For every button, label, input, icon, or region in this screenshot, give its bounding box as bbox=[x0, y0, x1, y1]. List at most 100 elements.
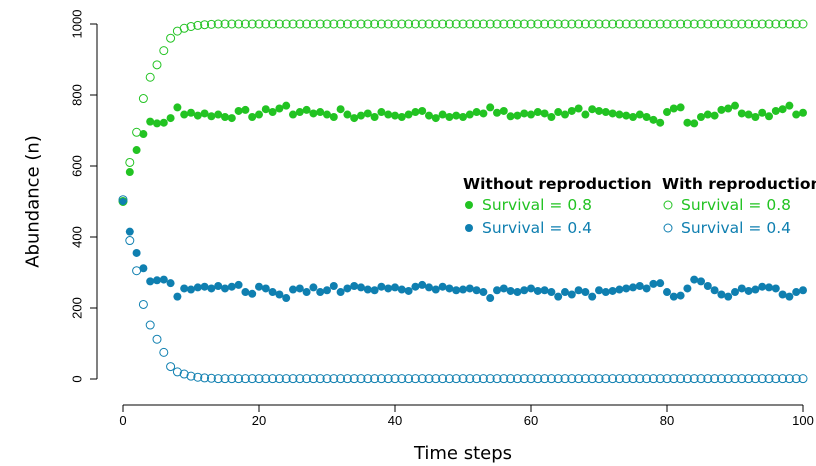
data-point bbox=[180, 284, 189, 293]
data-point bbox=[363, 19, 373, 29]
data-point bbox=[506, 286, 515, 295]
data-point bbox=[431, 19, 441, 29]
data-point bbox=[567, 374, 577, 384]
data-point bbox=[254, 374, 264, 384]
data-point bbox=[418, 106, 427, 115]
data-point bbox=[411, 282, 420, 291]
data-point bbox=[655, 374, 665, 384]
data-point bbox=[417, 374, 427, 384]
data-point bbox=[221, 113, 229, 122]
data-point bbox=[492, 19, 502, 29]
data-point bbox=[635, 374, 645, 384]
data-point bbox=[628, 19, 638, 29]
y-tick-label: 800 bbox=[70, 84, 85, 106]
data-point bbox=[649, 115, 658, 124]
data-point bbox=[302, 19, 312, 29]
data-point bbox=[581, 288, 590, 297]
data-point bbox=[710, 286, 719, 295]
series-1 bbox=[119, 197, 807, 303]
data-point bbox=[512, 374, 522, 384]
data-point bbox=[390, 19, 400, 29]
data-point bbox=[418, 280, 427, 289]
data-point bbox=[186, 21, 196, 31]
data-point bbox=[689, 374, 699, 384]
data-point bbox=[377, 282, 386, 291]
data-point bbox=[567, 19, 577, 29]
x-tick-label: 20 bbox=[252, 413, 266, 428]
data-point bbox=[744, 286, 753, 295]
data-point bbox=[771, 374, 781, 384]
data-point bbox=[703, 110, 712, 119]
data-point bbox=[799, 108, 807, 117]
data-point bbox=[336, 288, 345, 297]
data-point bbox=[615, 285, 624, 294]
legend: Without reproduction Survival = 0.8 Surviv… bbox=[463, 175, 816, 237]
data-point bbox=[316, 108, 325, 117]
data-point bbox=[676, 19, 686, 29]
data-point bbox=[540, 374, 550, 384]
data-point bbox=[614, 374, 624, 384]
data-point bbox=[316, 288, 325, 297]
data-point bbox=[560, 19, 570, 29]
data-point bbox=[255, 110, 263, 119]
data-point bbox=[152, 60, 162, 70]
data-point bbox=[710, 19, 720, 29]
data-point bbox=[329, 374, 339, 384]
data-point bbox=[268, 288, 277, 297]
data-point bbox=[506, 374, 516, 384]
data-point bbox=[187, 285, 195, 294]
data-point bbox=[621, 374, 631, 384]
data-point bbox=[513, 111, 522, 120]
legend-group-0: Without reproduction Survival = 0.8 Surviv… bbox=[463, 175, 652, 237]
y-axis: 0 200 400 600 800 1000 bbox=[70, 10, 98, 383]
data-point bbox=[166, 279, 175, 288]
data-point bbox=[608, 109, 617, 118]
data-point bbox=[642, 284, 651, 293]
data-point bbox=[567, 290, 576, 299]
data-point bbox=[343, 110, 352, 119]
data-point bbox=[193, 372, 203, 382]
data-point bbox=[343, 284, 352, 293]
data-point bbox=[546, 374, 556, 384]
data-point bbox=[206, 373, 216, 383]
data-point bbox=[690, 275, 699, 284]
data-point bbox=[554, 108, 563, 117]
data-point bbox=[710, 374, 720, 384]
data-point bbox=[295, 19, 305, 29]
legend-heading: Without reproduction bbox=[463, 175, 652, 193]
data-point bbox=[445, 113, 454, 122]
data-point bbox=[784, 19, 794, 29]
data-point bbox=[200, 373, 210, 383]
data-point bbox=[744, 374, 754, 384]
data-point bbox=[322, 374, 332, 384]
data-point bbox=[608, 374, 618, 384]
data-point bbox=[180, 110, 189, 119]
data-point bbox=[349, 374, 359, 384]
data-point bbox=[166, 33, 176, 43]
data-point bbox=[451, 19, 461, 29]
data-point bbox=[676, 103, 685, 112]
data-point bbox=[139, 130, 148, 139]
data-point bbox=[567, 106, 576, 115]
data-point bbox=[431, 374, 441, 384]
data-point bbox=[465, 110, 474, 119]
data-point bbox=[533, 19, 543, 29]
data-point bbox=[737, 374, 747, 384]
data-point bbox=[187, 108, 195, 117]
data-point bbox=[220, 374, 230, 384]
data-point bbox=[642, 113, 651, 122]
data-point bbox=[248, 113, 257, 122]
data-point bbox=[444, 19, 454, 29]
data-point bbox=[663, 288, 671, 297]
data-point bbox=[200, 109, 209, 118]
data-point bbox=[520, 109, 529, 118]
data-point bbox=[778, 105, 787, 114]
data-points bbox=[118, 19, 808, 384]
data-point bbox=[520, 286, 529, 295]
data-point bbox=[275, 290, 284, 299]
data-point bbox=[764, 374, 774, 384]
data-point bbox=[588, 105, 597, 114]
data-point bbox=[357, 111, 365, 120]
data-point bbox=[289, 285, 297, 294]
